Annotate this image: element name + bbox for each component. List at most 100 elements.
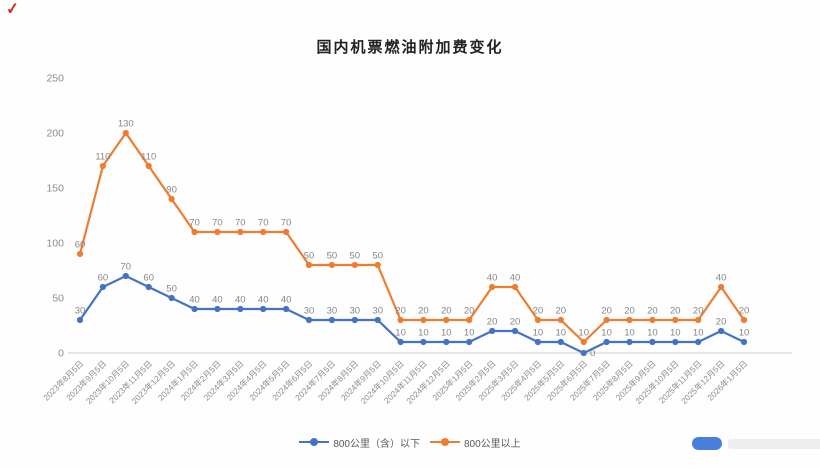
data-label: 10 (693, 328, 704, 339)
data-label: 20 (670, 306, 681, 317)
data-point (305, 261, 313, 269)
data-point (260, 305, 267, 313)
y-tick-label: 200 (46, 128, 64, 140)
data-point (466, 338, 473, 346)
data-point (603, 338, 610, 346)
data-point (374, 261, 381, 269)
data-point (603, 316, 610, 324)
data-point (283, 305, 290, 313)
data-point (191, 305, 198, 313)
data-point (626, 316, 633, 324)
data-label: 20 (693, 306, 704, 317)
data-point (305, 316, 313, 324)
data-label: 50 (327, 251, 338, 262)
data-point (557, 316, 564, 324)
data-label: 60 (75, 240, 86, 251)
data-point (740, 316, 748, 324)
data-label: 40 (487, 273, 498, 284)
data-point (237, 305, 244, 313)
data-label: 90 (166, 185, 177, 196)
data-label: 40 (510, 273, 521, 284)
data-label: 20 (487, 317, 498, 328)
data-label: 20 (418, 306, 429, 317)
data-point (466, 316, 473, 324)
data-point (214, 305, 221, 313)
series-line-1 (78, 131, 746, 344)
data-point (237, 228, 244, 236)
data-point (260, 228, 267, 236)
data-point (122, 272, 129, 280)
legend-marker-icon (299, 438, 330, 446)
data-label: 40 (212, 295, 223, 306)
data-point (351, 261, 358, 269)
data-point (695, 338, 702, 346)
data-point (489, 283, 496, 291)
data-label: 10 (670, 328, 681, 339)
data-label: 20 (395, 306, 406, 317)
data-label: 10 (464, 328, 475, 339)
data-point (420, 338, 427, 346)
data-label: 10 (533, 328, 544, 339)
legend-label: 800公里（含）以下 (333, 438, 420, 450)
data-label: 130 (118, 119, 134, 130)
data-label: 60 (98, 273, 109, 284)
watermark (692, 437, 820, 450)
data-point (718, 327, 725, 335)
data-label: 20 (647, 306, 658, 317)
data-point (695, 316, 702, 324)
chart-legend: 800公里（含）以下 800公里以上 (0, 432, 820, 452)
data-point (672, 316, 679, 324)
data-point (397, 338, 404, 346)
data-point (443, 338, 450, 346)
data-label: 20 (464, 306, 475, 317)
data-label: 20 (533, 306, 544, 317)
data-point (168, 294, 175, 302)
data-point (191, 228, 198, 236)
data-point (511, 327, 519, 335)
y-tick-label: 0 (58, 348, 64, 360)
data-point (374, 316, 381, 324)
data-label: 30 (304, 306, 315, 317)
data-label: 10 (556, 328, 567, 339)
data-label: 70 (235, 218, 246, 229)
data-point (76, 250, 84, 258)
data-label: 10 (647, 328, 658, 339)
data-label: 20 (510, 317, 521, 328)
data-label: 50 (350, 251, 361, 262)
y-tick-label: 250 (46, 73, 64, 85)
data-point (420, 316, 427, 324)
data-label: 40 (716, 273, 727, 284)
legend-item-1: 800公里以上 (430, 435, 521, 450)
data-label: 20 (739, 306, 750, 317)
data-point (740, 338, 748, 346)
data-label: 30 (350, 306, 361, 317)
y-tick-label: 50 (52, 293, 64, 305)
data-point (649, 316, 656, 324)
data-label: 50 (166, 284, 177, 295)
data-point (214, 228, 221, 236)
data-point (351, 316, 358, 324)
data-label: 10 (395, 328, 406, 339)
data-label: 110 (95, 152, 110, 163)
data-label: 10 (418, 328, 429, 339)
data-label: 40 (281, 295, 292, 306)
data-label: 60 (143, 273, 154, 284)
data-label: 0 (590, 348, 595, 359)
chart-title: 国内机票燃油附加费变化 (316, 39, 504, 56)
data-point (718, 283, 725, 291)
watermark-text-smudge (728, 438, 820, 449)
data-label: 10 (441, 328, 452, 339)
data-label: 30 (75, 306, 86, 317)
data-point (397, 316, 404, 324)
data-label: 40 (189, 295, 200, 306)
data-point (534, 316, 542, 324)
y-tick-label: 150 (46, 183, 64, 195)
data-point (580, 338, 587, 346)
legend-label: 800公里以上 (464, 438, 521, 450)
data-label: 70 (212, 218, 223, 229)
data-point (649, 338, 656, 346)
data-label: 20 (624, 306, 635, 317)
data-label: 30 (327, 306, 338, 317)
data-label: 10 (624, 328, 635, 339)
